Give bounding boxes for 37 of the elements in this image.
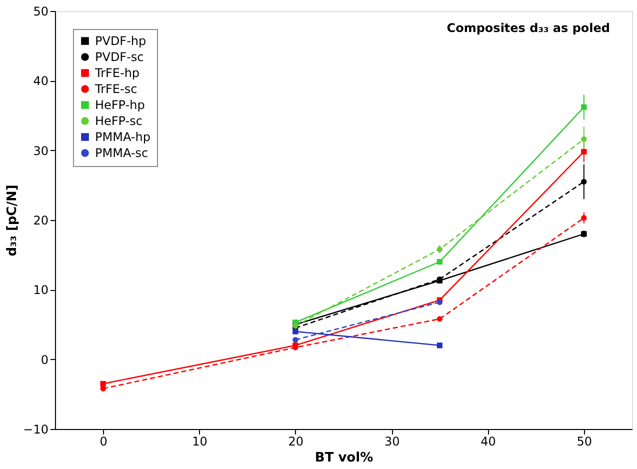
- y-axis-title: d₃₃ [pC/N]: [5, 184, 20, 256]
- y-tick-label: 50: [33, 4, 48, 18]
- point: [100, 380, 106, 386]
- legend-label: PMMA-sc: [95, 146, 148, 160]
- legend-label: TrFE-hp: [94, 66, 140, 80]
- point: [292, 328, 298, 334]
- y-tick-label: 20: [33, 214, 48, 228]
- point: [436, 316, 442, 322]
- point: [581, 215, 587, 221]
- legend-label: PMMA-hp: [95, 130, 150, 144]
- legend-label: HeFP-hp: [95, 98, 145, 112]
- x-tick-label: 20: [288, 434, 304, 448]
- x-tick-label: 10: [192, 434, 208, 448]
- point: [436, 342, 442, 348]
- point: [581, 231, 587, 237]
- point: [581, 178, 587, 184]
- x-tick-label: 40: [480, 434, 496, 448]
- legend-label: PVDF-hp: [95, 34, 146, 48]
- annotation: Composites d₃₃ as poled: [446, 21, 610, 35]
- point: [292, 337, 298, 343]
- x-tick-label: 0: [100, 434, 108, 448]
- point: [581, 148, 587, 154]
- legend-label: PVDF-sc: [95, 50, 144, 64]
- x-tick-label: 50: [576, 434, 592, 448]
- point: [436, 259, 442, 265]
- point: [581, 136, 587, 142]
- y-tick-label: 40: [33, 74, 48, 88]
- y-tick-label: 0: [40, 352, 48, 367]
- point: [436, 246, 442, 252]
- y-tick-label: 10: [33, 283, 48, 298]
- point: [581, 104, 587, 110]
- y-tick-label: −10: [23, 422, 48, 436]
- x-tick-label: 30: [384, 434, 400, 448]
- legend-label: TrFE-sc: [94, 82, 138, 96]
- y-tick-label: 30: [33, 144, 48, 158]
- x-axis-title: BT vol%: [314, 450, 374, 466]
- legend-label: HeFP-sc: [95, 114, 142, 128]
